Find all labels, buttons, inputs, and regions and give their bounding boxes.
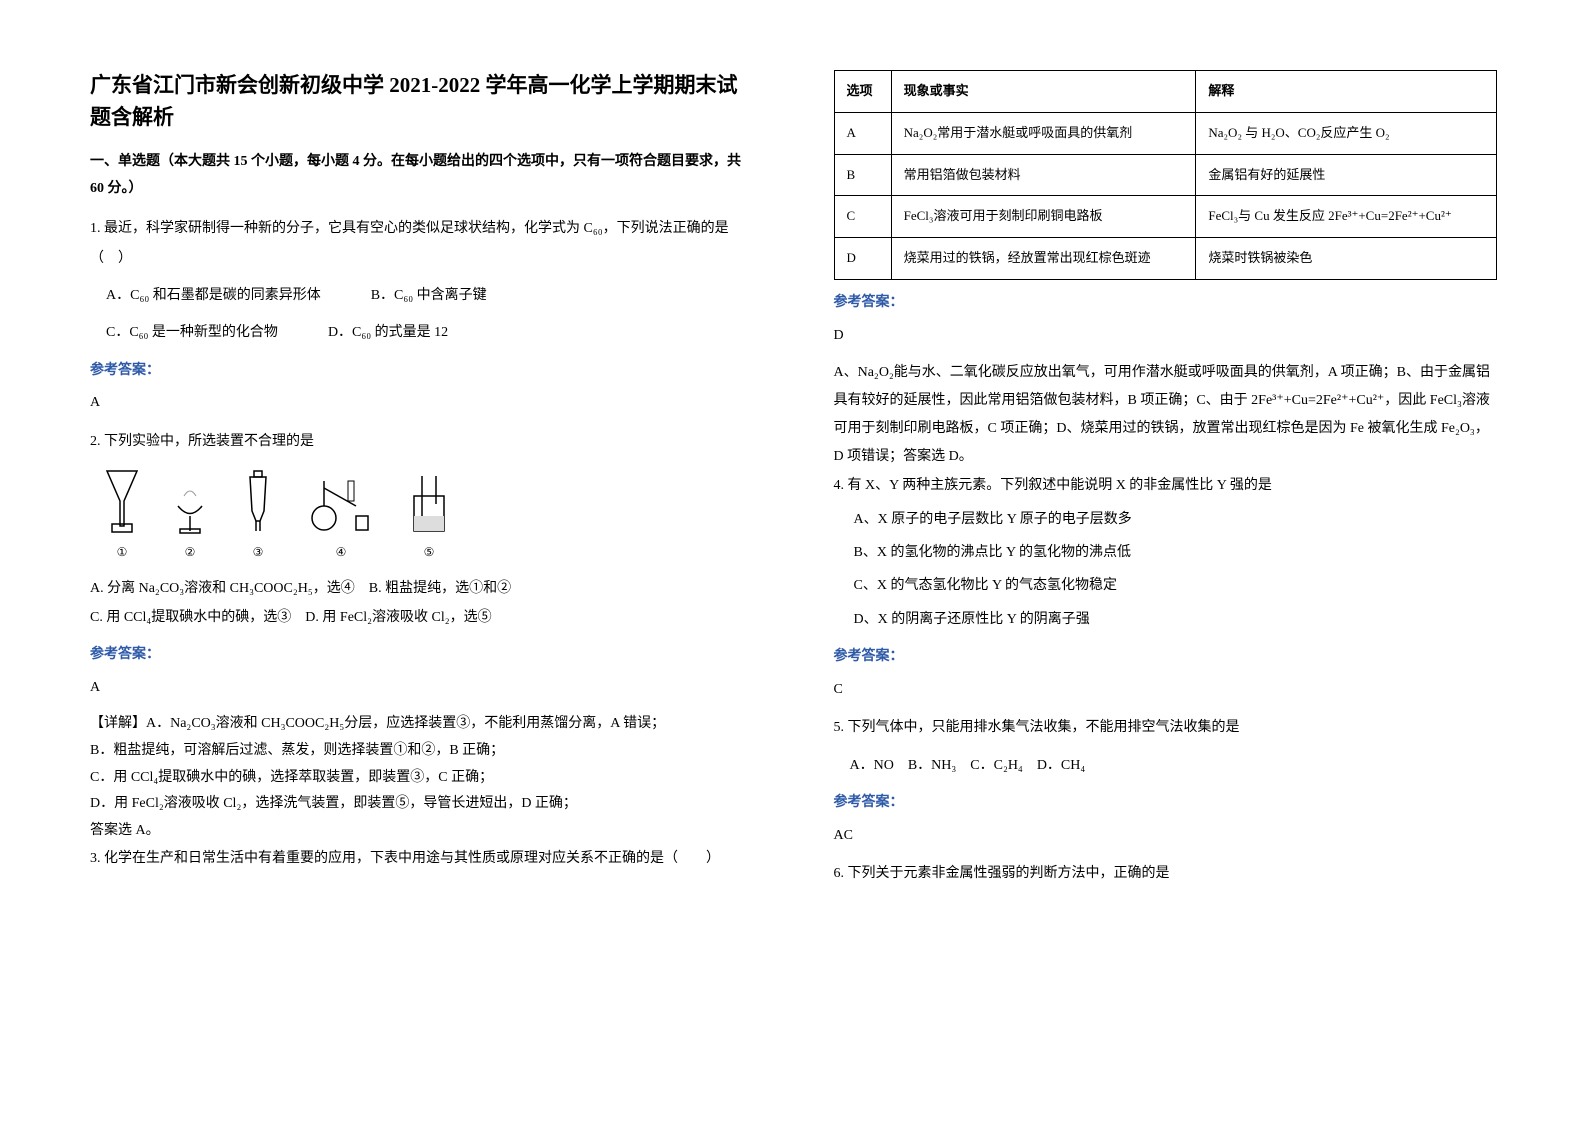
q4-option-b: B、X 的氢化物的沸点比 Y 的氢化物的沸点低 bbox=[834, 538, 1498, 567]
q1-option-c: C．C₆₀ 是一种新型的化合物 bbox=[106, 318, 278, 347]
cell-a-opt: A bbox=[834, 112, 891, 154]
section-header: 一、单选题（本大题共 15 个小题，每小题 4 分。在每小题给出的四个选项中，只… bbox=[90, 149, 754, 202]
table-row: A Na₂O₂常用于潜水艇或呼吸面具的供氧剂 Na₂O₂ 与 H₂O、CO₂反应… bbox=[834, 112, 1497, 154]
q2-option-line2: C. 用 CCl₄提取碘水中的碘，选③ D. 用 FeCl₂溶液吸收 Cl₂，选… bbox=[90, 603, 754, 632]
table-row: C FeCl₃溶液可用于刻制印刷铜电路板 FeCl₃与 Cu 发生反应 2Fe³… bbox=[834, 196, 1497, 238]
q5-options: A．NO B．NH₃ C．C₂H₄ D．CH₄ bbox=[834, 751, 1498, 780]
separating-funnel-icon bbox=[238, 466, 278, 536]
q3-answer-label: 参考答案： bbox=[834, 290, 1498, 317]
q4-option-d: D、X 的阴离子还原性比 Y 的阴离子强 bbox=[834, 605, 1498, 634]
evaporating-dish-icon bbox=[170, 466, 210, 536]
cell-d-exp: 烧菜时铁锅被染色 bbox=[1196, 238, 1497, 280]
table-row: B 常用铝箔做包装材料 金属铝有好的延展性 bbox=[834, 154, 1497, 196]
diagram-label-2: ② bbox=[185, 540, 196, 565]
funnel-icon bbox=[102, 466, 142, 536]
q5-answer: AC bbox=[834, 823, 1498, 850]
cell-a-exp: Na₂O₂ 与 H₂O、CO₂反应产生 O₂ bbox=[1196, 112, 1497, 154]
cell-d-fact: 烧菜用过的铁锅，经放置常出现红棕色斑迹 bbox=[891, 238, 1196, 280]
q3-stem: 3. 化学在生产和日常生活中有着重要的应用，下表中用途与其性质或原理对应关系不正… bbox=[90, 844, 754, 873]
q4-answer-label: 参考答案： bbox=[834, 644, 1498, 671]
cell-c-opt: C bbox=[834, 196, 891, 238]
document-title: 广东省江门市新会创新初级中学 2021-2022 学年高一化学上学期期末试题含解… bbox=[90, 70, 754, 133]
q2-explain-a: 【详解】A．Na₂CO₃溶液和 CH₃COOC₂H₅分层，应选择装置③，不能利用… bbox=[90, 711, 754, 738]
apparatus-5: ⑤ bbox=[404, 466, 454, 565]
apparatus-diagrams: ① ② ③ ④ bbox=[90, 466, 754, 565]
q5-answer-label: 参考答案： bbox=[834, 790, 1498, 817]
question-6: 6. 下列关于元素非金属性强弱的判断方法中，正确的是 bbox=[834, 859, 1498, 888]
q1-option-d: D．C₆₀ 的式量是 12 bbox=[328, 318, 448, 347]
question-3-stem: 3. 化学在生产和日常生活中有着重要的应用，下表中用途与其性质或原理对应关系不正… bbox=[90, 844, 754, 873]
diagram-label-1: ① bbox=[117, 540, 128, 565]
q2-explain-b: B．粗盐提纯，可溶解后过滤、蒸发，则选择装置①和②，B 正确； bbox=[90, 738, 754, 765]
q2-answer-label: 参考答案： bbox=[90, 642, 754, 669]
cell-d-opt: D bbox=[834, 238, 891, 280]
q1-stem: 1. 最近，科学家研制得一种新的分子，它具有空心的类似足球状结构，化学式为 C₆… bbox=[90, 214, 754, 273]
cell-c-exp: FeCl₃与 Cu 发生反应 2Fe³⁺+Cu=2Fe²⁺+Cu²⁺ bbox=[1196, 196, 1497, 238]
th-fact: 现象或事实 bbox=[891, 71, 1196, 113]
q4-stem: 4. 有 X、Y 两种主族元素。下列叙述中能说明 X 的非金属性比 Y 强的是 bbox=[834, 471, 1498, 500]
q5-stem: 5. 下列气体中，只能用排水集气法收集，不能用排空气法收集的是 bbox=[834, 713, 1498, 742]
q3-table: 选项 现象或事实 解释 A Na₂O₂常用于潜水艇或呼吸面具的供氧剂 Na₂O₂… bbox=[834, 70, 1498, 280]
q4-answer: C bbox=[834, 677, 1498, 704]
question-2: 2. 下列实验中，所选装置不合理的是 ① ② ③ bbox=[90, 427, 754, 632]
q4-option-c: C、X 的气态氢化物比 Y 的气态氢化物稳定 bbox=[834, 571, 1498, 600]
apparatus-3: ③ bbox=[238, 466, 278, 565]
th-option: 选项 bbox=[834, 71, 891, 113]
diagram-label-4: ④ bbox=[336, 540, 347, 565]
right-column: 选项 现象或事实 解释 A Na₂O₂常用于潜水艇或呼吸面具的供氧剂 Na₂O₂… bbox=[834, 70, 1498, 1052]
q6-stem: 6. 下列关于元素非金属性强弱的判断方法中，正确的是 bbox=[834, 859, 1498, 888]
cell-b-exp: 金属铝有好的延展性 bbox=[1196, 154, 1497, 196]
table-row: D 烧菜用过的铁锅，经放置常出现红棕色斑迹 烧菜时铁锅被染色 bbox=[834, 238, 1497, 280]
table-header-row: 选项 现象或事实 解释 bbox=[834, 71, 1497, 113]
cell-a-fact: Na₂O₂常用于潜水艇或呼吸面具的供氧剂 bbox=[891, 112, 1196, 154]
q4-option-a: A、X 原子的电子层数比 Y 原子的电子层数多 bbox=[834, 505, 1498, 534]
q3-explain: A、Na₂O₂能与水、二氧化碳反应放出氧气，可用作潜水艇或呼吸面具的供氧剂，A … bbox=[834, 359, 1498, 471]
q1-options-row2: C．C₆₀ 是一种新型的化合物 D．C₆₀ 的式量是 12 bbox=[90, 318, 754, 347]
question-1: 1. 最近，科学家研制得一种新的分子，它具有空心的类似足球状结构，化学式为 C₆… bbox=[90, 214, 754, 348]
question-4: 4. 有 X、Y 两种主族元素。下列叙述中能说明 X 的非金属性比 Y 强的是 … bbox=[834, 471, 1498, 634]
apparatus-1: ① bbox=[102, 466, 142, 565]
distillation-icon bbox=[306, 466, 376, 536]
q1-options-row1: A．C₆₀ 和石墨都是碳的同素异形体 B．C₆₀ 中含离子键 bbox=[90, 281, 754, 310]
q2-explain-end: 答案选 A。 bbox=[90, 818, 754, 845]
q2-option-line1: A. 分离 Na₂CO₃溶液和 CH₃COOC₂H₅，选④ B. 粗盐提纯，选①… bbox=[90, 574, 754, 603]
question-5: 5. 下列气体中，只能用排水集气法收集，不能用排空气法收集的是 A．NO B．N… bbox=[834, 713, 1498, 780]
diagram-label-5: ⑤ bbox=[424, 540, 435, 565]
q2-answer: A bbox=[90, 675, 754, 702]
gas-washing-icon bbox=[404, 466, 454, 536]
q2-stem: 2. 下列实验中，所选装置不合理的是 bbox=[90, 427, 754, 456]
q2-explain-d: D．用 FeCl₂溶液吸收 Cl₂，选择洗气装置，即装置⑤，导管长进短出，D 正… bbox=[90, 791, 754, 818]
cell-c-fact: FeCl₃溶液可用于刻制印刷铜电路板 bbox=[891, 196, 1196, 238]
q1-option-a: A．C₆₀ 和石墨都是碳的同素异形体 bbox=[106, 281, 321, 310]
cell-b-opt: B bbox=[834, 154, 891, 196]
q2-explain-c: C．用 CCl₄提取碘水中的碘，选择萃取装置，即装置③，C 正确； bbox=[90, 765, 754, 792]
th-explain: 解释 bbox=[1196, 71, 1497, 113]
diagram-label-3: ③ bbox=[253, 540, 264, 565]
apparatus-2: ② bbox=[170, 466, 210, 565]
q1-option-b: B．C₆₀ 中含离子键 bbox=[371, 281, 487, 310]
q3-answer: D bbox=[834, 323, 1498, 350]
q1-answer-label: 参考答案： bbox=[90, 358, 754, 385]
left-column: 广东省江门市新会创新初级中学 2021-2022 学年高一化学上学期期末试题含解… bbox=[90, 70, 754, 1052]
cell-b-fact: 常用铝箔做包装材料 bbox=[891, 154, 1196, 196]
q1-answer: A bbox=[90, 390, 754, 417]
apparatus-4: ④ bbox=[306, 466, 376, 565]
